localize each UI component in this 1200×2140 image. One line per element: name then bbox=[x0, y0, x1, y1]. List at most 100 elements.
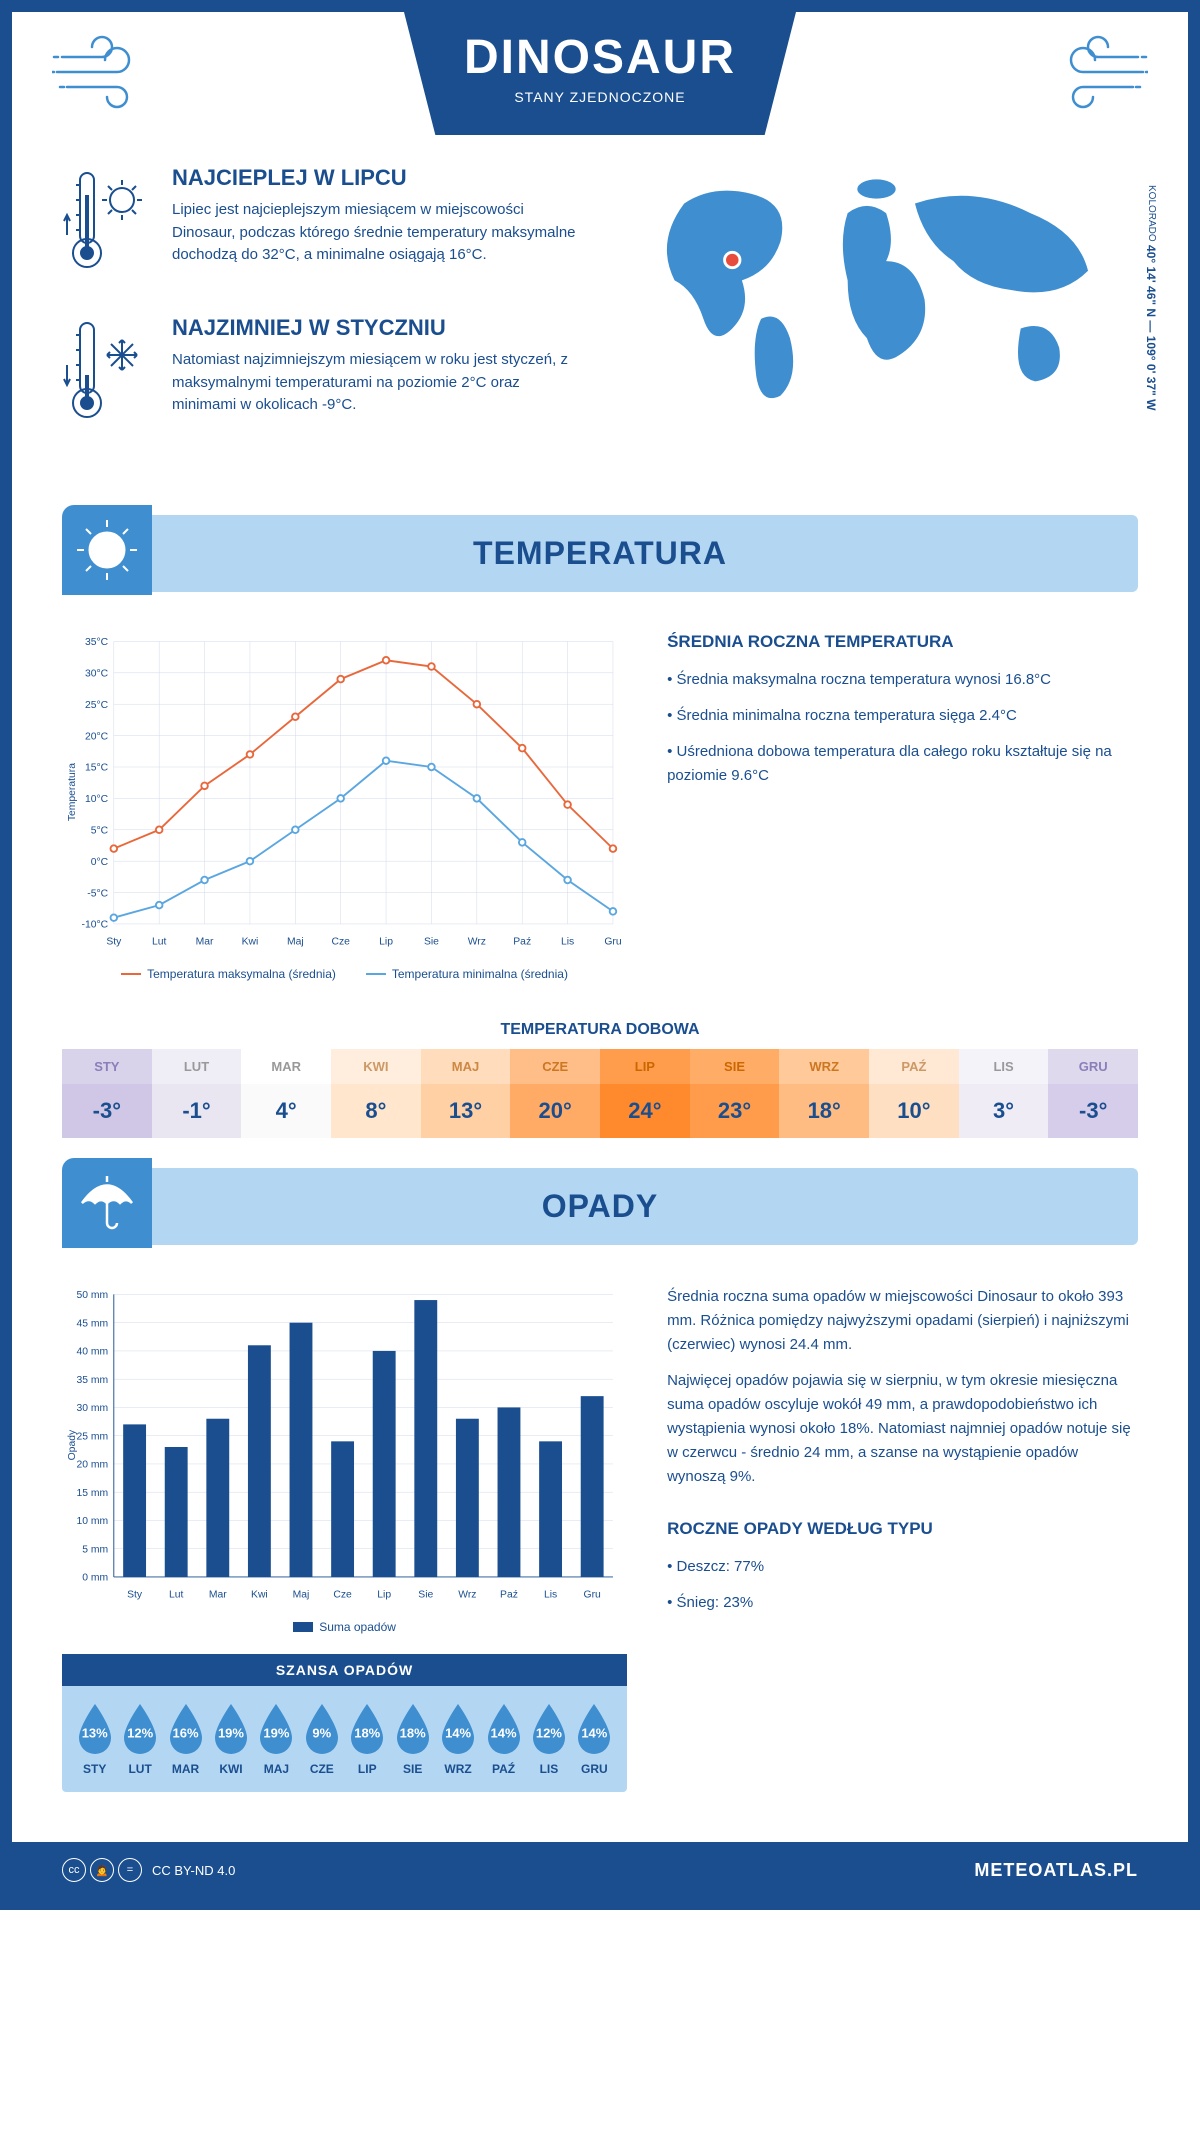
daily-value: 13° bbox=[421, 1084, 511, 1138]
daily-month: PAŹ bbox=[869, 1049, 959, 1084]
sun-icon bbox=[62, 505, 152, 595]
svg-text:0°C: 0°C bbox=[91, 857, 109, 868]
daily-cell: PAŹ10° bbox=[869, 1049, 959, 1138]
chance-pct: 14% bbox=[445, 1725, 471, 1740]
world-map-icon bbox=[615, 165, 1138, 415]
chance-cell: 16%MAR bbox=[163, 1702, 208, 1776]
chance-pct: 14% bbox=[490, 1725, 516, 1740]
daily-value: 3° bbox=[959, 1084, 1049, 1138]
svg-text:5 mm: 5 mm bbox=[82, 1545, 108, 1556]
daily-cell: GRU-3° bbox=[1048, 1049, 1138, 1138]
precip-para1: Średnia roczna suma opadów w miejscowośc… bbox=[667, 1285, 1138, 1357]
chance-pct: 14% bbox=[581, 1725, 607, 1740]
chance-month: LIS bbox=[526, 1762, 571, 1776]
daily-cell: LIS3° bbox=[959, 1049, 1049, 1138]
svg-text:Mar: Mar bbox=[209, 1590, 227, 1601]
daily-month: LUT bbox=[152, 1049, 242, 1084]
svg-text:15 mm: 15 mm bbox=[76, 1488, 108, 1499]
precip-section-header: OPADY bbox=[62, 1168, 1138, 1245]
chance-month: MAR bbox=[163, 1762, 208, 1776]
fact-cold-title: NAJZIMNIEJ W STYCZNIU bbox=[172, 315, 585, 341]
chance-month: PAŹ bbox=[481, 1762, 526, 1776]
chance-cell: 14% PAŹ bbox=[481, 1702, 526, 1776]
temp-stat-item: • Średnia maksymalna roczna temperatura … bbox=[667, 668, 1138, 692]
daily-value: 10° bbox=[869, 1084, 959, 1138]
infographic-frame: DINOSAUR STANY ZJEDNOCZONE bbox=[0, 0, 1200, 1910]
svg-text:Lis: Lis bbox=[561, 937, 574, 948]
daily-month: GRU bbox=[1048, 1049, 1138, 1084]
svg-text:0 mm: 0 mm bbox=[82, 1573, 108, 1584]
svg-text:35 mm: 35 mm bbox=[76, 1375, 108, 1386]
svg-text:Sty: Sty bbox=[127, 1590, 143, 1601]
svg-text:45 mm: 45 mm bbox=[76, 1319, 108, 1330]
temperature-chart-section: -10°C-5°C0°C5°C10°C15°C20°C25°C30°C35°CS… bbox=[12, 612, 1188, 1001]
svg-text:40 mm: 40 mm bbox=[76, 1347, 108, 1358]
chance-cell: 18%LIP bbox=[345, 1702, 390, 1776]
daily-value: 18° bbox=[779, 1084, 869, 1138]
svg-text:15°C: 15°C bbox=[85, 763, 109, 774]
svg-text:Lut: Lut bbox=[169, 1590, 184, 1601]
wind-icon-right bbox=[1028, 32, 1148, 112]
license-text: CC BY-ND 4.0 bbox=[152, 1863, 235, 1878]
precip-bar-chart: 0 mm5 mm10 mm15 mm20 mm25 mm30 mm35 mm40… bbox=[62, 1285, 627, 1792]
chance-box: SZANSA OPADÓW 13%STY12%LUT16%MAR19%KWI19… bbox=[62, 1654, 627, 1792]
fact-warm-title: NAJCIEPLEJ W LIPCU bbox=[172, 165, 585, 191]
precip-text: Średnia roczna suma opadów w miejscowośc… bbox=[667, 1285, 1138, 1792]
svg-text:Gru: Gru bbox=[584, 1590, 602, 1601]
chance-cell: 14%WRZ bbox=[435, 1702, 480, 1776]
daily-value: -3° bbox=[62, 1084, 152, 1138]
chance-cell: 12% LIS bbox=[526, 1702, 571, 1776]
chance-month: MAJ bbox=[254, 1762, 299, 1776]
temperature-title: TEMPERATURA bbox=[102, 535, 1098, 572]
legend-min: Temperatura minimalna (średnia) bbox=[366, 967, 568, 981]
daily-month: WRZ bbox=[779, 1049, 869, 1084]
daily-value: 8° bbox=[331, 1084, 421, 1138]
footer: cc 🙍 = CC BY-ND 4.0 METEOATLAS.PL bbox=[12, 1842, 1188, 1898]
chance-pct: 13% bbox=[82, 1725, 108, 1740]
svg-text:Kwi: Kwi bbox=[251, 1590, 268, 1601]
map-coords-text: 40° 14' 46" N — 109° 0' 37" W bbox=[1144, 245, 1158, 410]
svg-text:Opady: Opady bbox=[67, 1429, 78, 1460]
drop-icon: 14% bbox=[436, 1702, 480, 1756]
temperature-line-chart: -10°C-5°C0°C5°C10°C15°C20°C25°C30°C35°CS… bbox=[62, 632, 627, 981]
chance-month: LUT bbox=[117, 1762, 162, 1776]
svg-text:Lut: Lut bbox=[152, 937, 167, 948]
svg-text:25 mm: 25 mm bbox=[76, 1432, 108, 1443]
chance-month: CZE bbox=[299, 1762, 344, 1776]
svg-text:50 mm: 50 mm bbox=[76, 1290, 108, 1301]
svg-text:Paź: Paź bbox=[500, 1590, 518, 1601]
chance-cell: 12% LUT bbox=[117, 1702, 162, 1776]
svg-text:Paź: Paź bbox=[513, 937, 531, 948]
svg-text:Sie: Sie bbox=[418, 1590, 433, 1601]
daily-cell: KWI8° bbox=[331, 1049, 421, 1138]
cc-icon: cc bbox=[62, 1858, 86, 1882]
daily-cell: MAJ13° bbox=[421, 1049, 511, 1138]
svg-text:35°C: 35°C bbox=[85, 637, 109, 648]
title-ribbon: DINOSAUR STANY ZJEDNOCZONE bbox=[404, 12, 796, 135]
drop-icon: 18% bbox=[345, 1702, 389, 1756]
daily-cell: WRZ18° bbox=[779, 1049, 869, 1138]
daily-value: -1° bbox=[152, 1084, 242, 1138]
fact-cold-body: Natomiast najzimniejszym miesiącem w rok… bbox=[172, 349, 585, 417]
daily-value: 20° bbox=[510, 1084, 600, 1138]
header: DINOSAUR STANY ZJEDNOCZONE bbox=[12, 12, 1188, 135]
drop-icon: 12% bbox=[527, 1702, 571, 1756]
svg-text:25°C: 25°C bbox=[85, 700, 109, 711]
svg-text:Sty: Sty bbox=[106, 937, 122, 948]
svg-text:Mar: Mar bbox=[196, 937, 214, 948]
daily-value: 23° bbox=[690, 1084, 780, 1138]
precip-legend: Suma opadów bbox=[62, 1620, 627, 1634]
svg-text:Sie: Sie bbox=[424, 937, 439, 948]
page-subtitle: STANY ZJEDNOCZONE bbox=[464, 89, 736, 105]
chance-pct: 9% bbox=[312, 1725, 331, 1740]
precip-chart-section: 0 mm5 mm10 mm15 mm20 mm25 mm30 mm35 mm40… bbox=[12, 1265, 1188, 1812]
chance-cell: 19%MAJ bbox=[254, 1702, 299, 1776]
svg-text:5°C: 5°C bbox=[91, 826, 109, 837]
svg-text:Kwi: Kwi bbox=[242, 937, 259, 948]
chance-pct: 12% bbox=[127, 1725, 153, 1740]
daily-month: LIS bbox=[959, 1049, 1049, 1084]
chance-month: GRU bbox=[572, 1762, 617, 1776]
daily-cell: LUT-1° bbox=[152, 1049, 242, 1138]
chance-cell: 13%STY bbox=[72, 1702, 117, 1776]
drop-icon: 12% bbox=[118, 1702, 162, 1756]
